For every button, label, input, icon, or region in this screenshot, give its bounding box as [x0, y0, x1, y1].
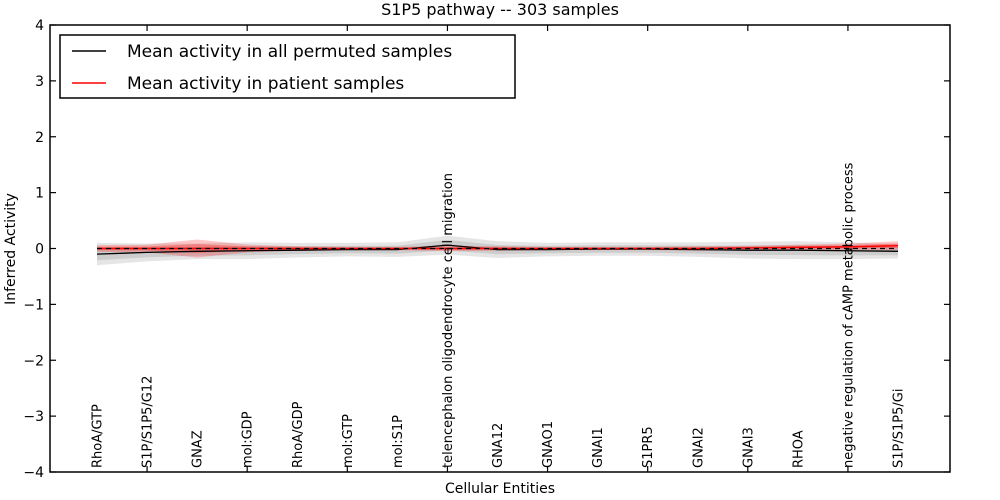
y-tick-label: 3 [35, 74, 44, 90]
y-tick-label: 1 [35, 186, 44, 202]
x-tick-label: mol:GTP [341, 414, 356, 468]
x-tick-label: negative regulation of cAMP metabolic pr… [841, 162, 856, 468]
y-tick-label: −4 [23, 465, 44, 481]
x-tick-label: mol:GDP [241, 411, 256, 468]
y-tick-label: 2 [35, 130, 44, 146]
axis-tick-labels: 4 3 2 1 0 −1 −2 −3 −4 RhoA/GTP S1P/S1P5/G12 GNAZ mol… [23, 18, 906, 481]
x-tick-label: RhoA/GDP [291, 401, 306, 468]
series-line-permuted [96, 244, 899, 255]
x-tick-label: S1P/S1P5/G12 [141, 376, 156, 468]
legend: Mean activity in all permuted samples Me… [59, 34, 516, 99]
legend-label-patient: Mean activity in patient samples [127, 74, 404, 94]
y-axis-label: Inferred Activity [3, 193, 19, 305]
x-tick-label: RhoA/GTP [91, 404, 106, 468]
x-tick-label: GNAI1 [591, 427, 606, 468]
x-tick-label: GNAO1 [541, 421, 556, 468]
y-tick-label: 0 [35, 242, 44, 258]
x-axis-label: Cellular Entities [445, 481, 555, 497]
x-tick-label: GNA12 [491, 423, 506, 468]
x-tick-label: GNAI3 [741, 427, 756, 468]
confidence-band-permuted-outer [97, 235, 898, 266]
y-tick-label: 4 [35, 18, 44, 34]
x-tick-label: mol:S1P [391, 415, 406, 468]
plot-frame [49, 24, 951, 473]
legend-box [59, 34, 516, 99]
y-tick-label: −3 [23, 409, 44, 425]
legend-label-permuted: Mean activity in all permuted samples [127, 42, 452, 62]
x-tick-label: GNAI2 [691, 427, 706, 468]
x-tick-label: S1PR5 [641, 426, 656, 468]
chart-title: S1P5 pathway -- 303 samples [381, 0, 619, 19]
series-lines [96, 244, 899, 255]
y-tick-label: −1 [23, 297, 44, 313]
x-tick-label: GNAZ [191, 430, 206, 468]
x-tick-label: RHOA [791, 430, 806, 468]
x-tick-label: telencephalon oligodendrocyte cell migra… [441, 173, 456, 468]
y-tick-label: −2 [23, 353, 44, 369]
x-tick-label: S1P/S1P5/Gi [892, 389, 907, 468]
